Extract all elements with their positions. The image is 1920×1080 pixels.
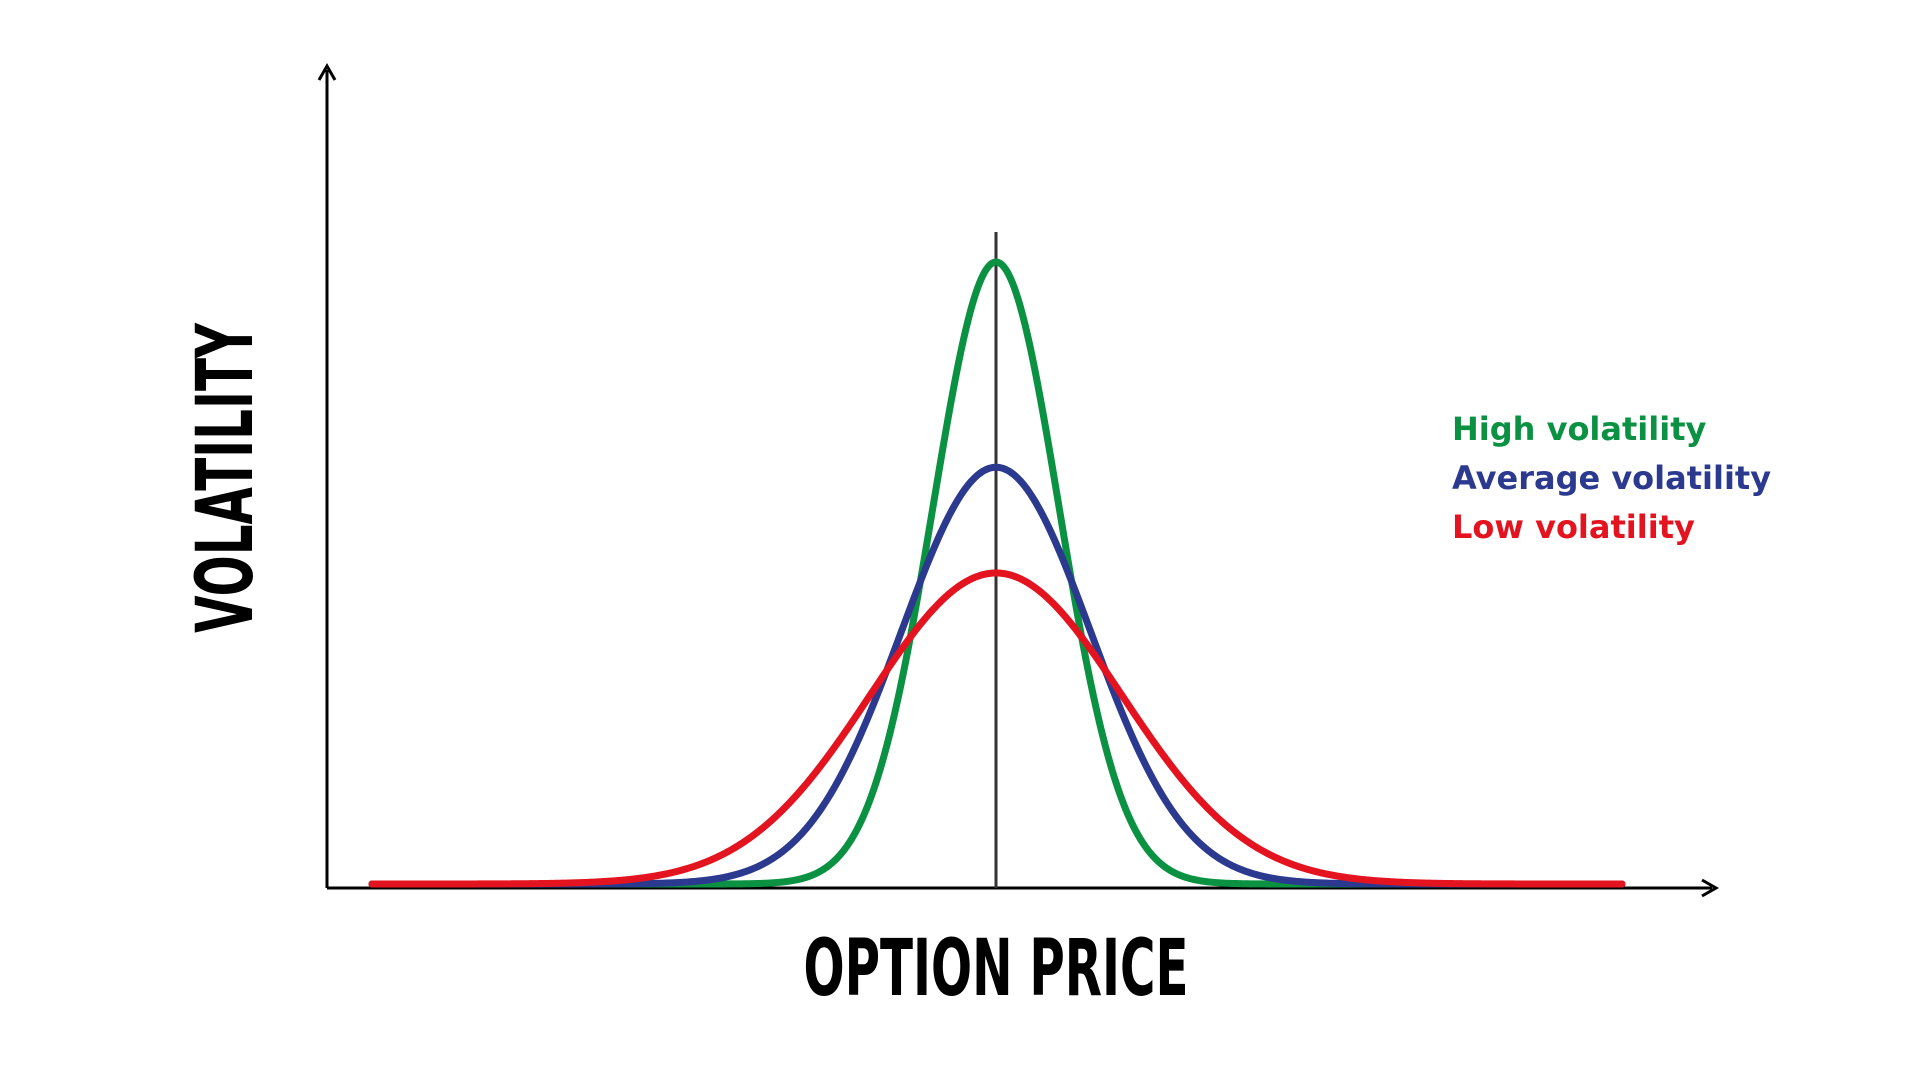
series-line-low-volatility: [368, 569, 1626, 888]
y-axis-title: VOLATILITY: [181, 322, 271, 633]
legend: High volatility Average volatility Low vol…: [1452, 410, 1771, 546]
legend-item-high-volatility: High volatility: [1452, 410, 1706, 448]
series-layer: [368, 258, 1626, 888]
x-axis-arrow: [1701, 878, 1720, 898]
x-axis-title: OPTION PRICE: [803, 924, 1188, 1014]
legend-item-low-volatility: Low volatility: [1452, 508, 1695, 546]
legend-item-average-volatility: Average volatility: [1452, 459, 1771, 497]
y-axis-arrow: [317, 62, 337, 81]
axes: [317, 62, 1720, 898]
